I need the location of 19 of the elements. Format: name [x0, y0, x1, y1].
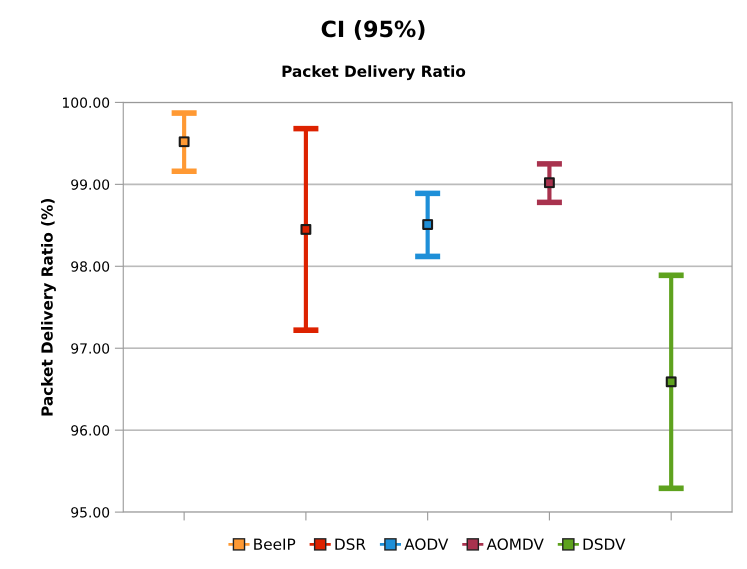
point: [666, 376, 677, 388]
chart-title: CI (95%): [322, 20, 424, 40]
y-tick-label: 97.00: [71, 343, 110, 354]
y-tick-label: 99.00: [71, 179, 110, 190]
chart-subtitle: Packet Delivery Ratio: [282, 65, 466, 80]
y-tick-label: 96.00: [71, 425, 110, 436]
y-tick-label: 95.00: [71, 507, 110, 518]
legend-label: AODV: [404, 538, 448, 550]
point: [422, 219, 434, 230]
point: [300, 224, 312, 235]
legend-label: DSDV: [584, 538, 626, 550]
point: [544, 177, 555, 188]
legend-label: DSR: [335, 538, 366, 550]
legend-label: BeeIP: [254, 538, 296, 550]
point: [178, 136, 190, 148]
legend-label: AOMDV: [486, 538, 544, 550]
y-axis-title: Packet Delivery Ratio (%): [41, 198, 56, 416]
y-tick-label: 100.00: [62, 97, 110, 108]
y-tick-label: 98.00: [71, 261, 110, 272]
